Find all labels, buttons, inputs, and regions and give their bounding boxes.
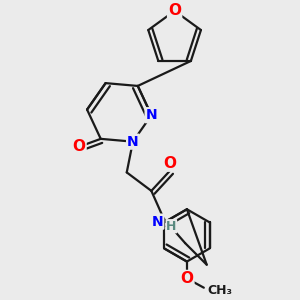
- Text: CH₃: CH₃: [207, 284, 232, 297]
- Text: N: N: [127, 135, 139, 149]
- Text: H: H: [166, 220, 176, 233]
- Text: N: N: [146, 108, 157, 122]
- Text: O: O: [163, 156, 176, 171]
- Text: O: O: [180, 271, 194, 286]
- Text: O: O: [168, 3, 181, 18]
- Text: O: O: [73, 139, 85, 154]
- Text: N: N: [152, 214, 163, 229]
